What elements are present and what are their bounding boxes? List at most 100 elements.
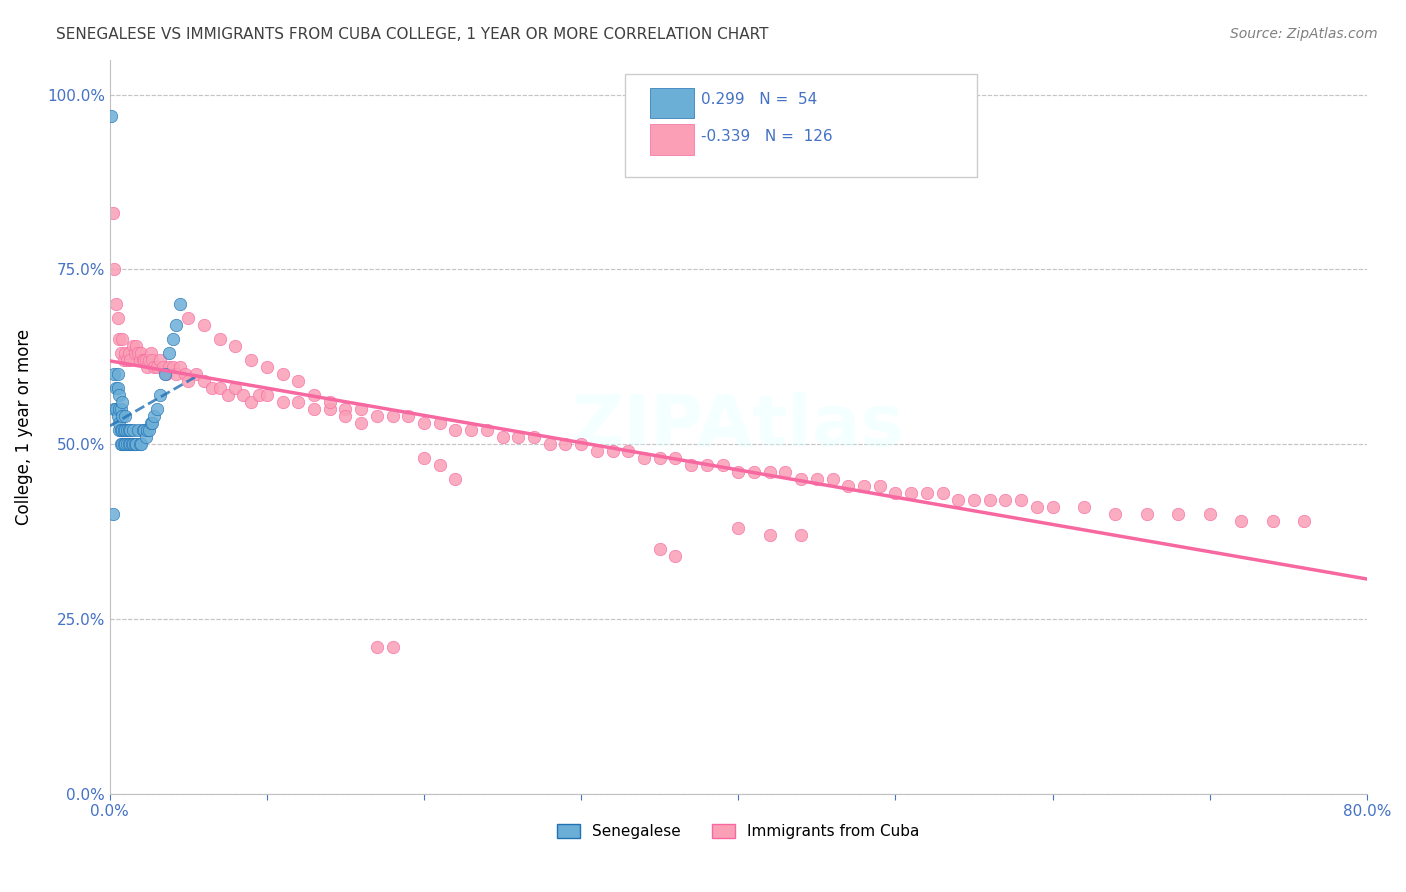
Senegalese [111, 395, 134, 409]
Immigrants from Cuba [224, 381, 246, 395]
Immigrants from Cuba [111, 332, 134, 346]
Immigrants from Cuba [108, 332, 131, 346]
Immigrants from Cuba [169, 360, 191, 375]
Immigrants from Cuba [1261, 514, 1284, 528]
Immigrants from Cuba [1230, 514, 1253, 528]
Senegalese [112, 423, 135, 437]
Immigrants from Cuba [256, 388, 278, 402]
Immigrants from Cuba [806, 472, 828, 486]
Immigrants from Cuba [429, 417, 451, 431]
Immigrants from Cuba [107, 311, 129, 326]
Immigrants from Cuba [155, 368, 177, 382]
FancyBboxPatch shape [651, 87, 695, 119]
Immigrants from Cuba [681, 458, 703, 473]
Immigrants from Cuba [837, 479, 859, 493]
Immigrants from Cuba [159, 360, 181, 375]
Y-axis label: College, 1 year or more: College, 1 year or more [15, 329, 32, 524]
Immigrants from Cuba [134, 353, 156, 368]
Immigrants from Cuba [742, 465, 765, 479]
Senegalese [136, 423, 159, 437]
Senegalese [120, 437, 142, 451]
Senegalese [169, 297, 191, 311]
Immigrants from Cuba [152, 360, 174, 375]
Immigrants from Cuba [174, 368, 197, 382]
Senegalese [111, 437, 134, 451]
Immigrants from Cuba [1136, 507, 1159, 521]
Immigrants from Cuba [132, 353, 155, 368]
Senegalese [107, 368, 129, 382]
Senegalese [110, 402, 132, 417]
Immigrants from Cuba [302, 402, 325, 417]
Senegalese [105, 381, 128, 395]
Immigrants from Cuba [115, 353, 138, 368]
Immigrants from Cuba [727, 465, 749, 479]
Immigrants from Cuba [101, 206, 124, 220]
Immigrants from Cuba [979, 493, 1001, 508]
Immigrants from Cuba [271, 395, 294, 409]
FancyBboxPatch shape [651, 124, 695, 155]
Immigrants from Cuba [475, 423, 498, 437]
Immigrants from Cuba [247, 388, 270, 402]
Senegalese [142, 409, 165, 424]
Immigrants from Cuba [664, 451, 686, 466]
Immigrants from Cuba [350, 417, 373, 431]
Immigrants from Cuba [381, 640, 404, 654]
Senegalese [111, 423, 134, 437]
Immigrants from Cuba [125, 339, 148, 353]
Immigrants from Cuba [240, 353, 263, 368]
Immigrants from Cuba [1104, 507, 1126, 521]
Immigrants from Cuba [186, 368, 208, 382]
Immigrants from Cuba [165, 368, 187, 382]
Immigrants from Cuba [287, 375, 309, 389]
Immigrants from Cuba [287, 395, 309, 409]
Senegalese [108, 423, 131, 437]
Immigrants from Cuba [217, 388, 239, 402]
Immigrants from Cuba [381, 409, 404, 424]
Immigrants from Cuba [319, 402, 342, 417]
Immigrants from Cuba [103, 262, 125, 277]
Immigrants from Cuba [413, 417, 436, 431]
Immigrants from Cuba [256, 360, 278, 375]
Immigrants from Cuba [1073, 500, 1095, 515]
Senegalese [141, 417, 163, 431]
Senegalese [112, 437, 135, 451]
Immigrants from Cuba [617, 444, 640, 458]
Senegalese [117, 423, 139, 437]
Senegalese [107, 381, 129, 395]
Immigrants from Cuba [554, 437, 576, 451]
Immigrants from Cuba [491, 430, 513, 444]
Senegalese [100, 109, 122, 123]
Immigrants from Cuba [900, 486, 922, 500]
Senegalese [124, 437, 146, 451]
Senegalese [146, 402, 169, 417]
Immigrants from Cuba [396, 409, 419, 424]
Immigrants from Cuba [105, 297, 128, 311]
Senegalese [115, 437, 138, 451]
Immigrants from Cuba [586, 444, 609, 458]
Senegalese [108, 402, 131, 417]
Immigrants from Cuba [775, 465, 797, 479]
Senegalese [122, 437, 145, 451]
Senegalese [138, 423, 160, 437]
Immigrants from Cuba [142, 360, 165, 375]
Immigrants from Cuba [1292, 514, 1315, 528]
Senegalese [110, 423, 132, 437]
Immigrants from Cuba [129, 346, 152, 360]
Immigrants from Cuba [758, 528, 780, 542]
Immigrants from Cuba [602, 444, 624, 458]
Immigrants from Cuba [508, 430, 530, 444]
Senegalese [115, 423, 138, 437]
Immigrants from Cuba [240, 395, 263, 409]
Immigrants from Cuba [124, 346, 146, 360]
Immigrants from Cuba [208, 332, 231, 346]
Immigrants from Cuba [1042, 500, 1064, 515]
Immigrants from Cuba [138, 353, 160, 368]
Immigrants from Cuba [523, 430, 546, 444]
Immigrants from Cuba [664, 549, 686, 564]
Immigrants from Cuba [696, 458, 718, 473]
Immigrants from Cuba [538, 437, 561, 451]
Immigrants from Cuba [208, 381, 231, 395]
Senegalese [114, 437, 136, 451]
Immigrants from Cuba [177, 375, 200, 389]
Senegalese [120, 423, 142, 437]
